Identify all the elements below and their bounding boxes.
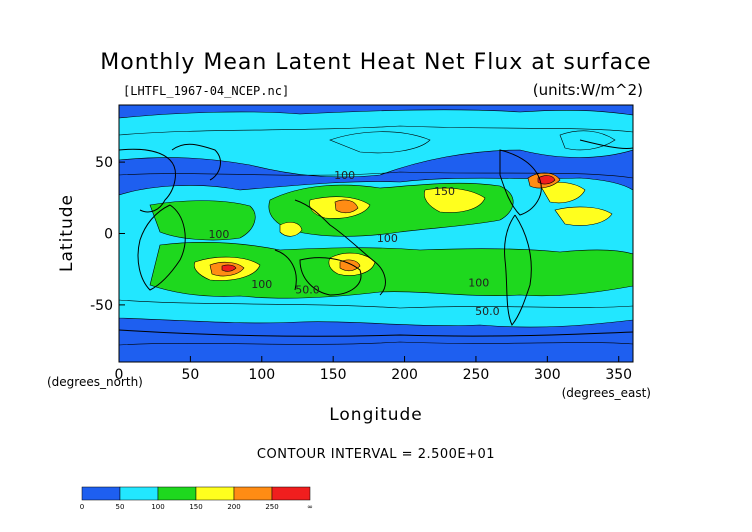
contour-value-label: 100 xyxy=(377,232,398,245)
y-axis-label: Latitude xyxy=(57,194,77,272)
x-units-label: (degrees_east) xyxy=(562,386,651,400)
contour-lines xyxy=(119,125,633,346)
continent-outlines xyxy=(119,139,633,337)
x-axis-label: Longitude xyxy=(329,405,423,425)
contour-labels: 100 150 100 100 100 100 50.0 50.0 xyxy=(208,169,499,318)
band-250-plus xyxy=(221,175,556,272)
x-tick-label: 100 xyxy=(248,367,275,383)
x-tick-label: 350 xyxy=(605,367,632,383)
y-tick-label: 50 xyxy=(95,155,113,171)
x-tick-label: 50 xyxy=(181,367,199,383)
contour-value-label: 100 xyxy=(334,169,355,182)
contour-value-label: 150 xyxy=(434,185,455,198)
colorbar-bin xyxy=(119,486,159,501)
colorbar-bin xyxy=(195,486,235,501)
x-tick-label: 300 xyxy=(534,367,561,383)
contour-interval-label: CONTOUR INTERVAL = 2.500E+01 xyxy=(257,447,495,462)
colorbar-bin xyxy=(81,486,121,501)
source-file-label: [LHTFL_1967-04_NCEP.nc] xyxy=(123,84,289,98)
heatmap-field xyxy=(119,105,633,362)
chart-title: Monthly Mean Latent Heat Net Flux at sur… xyxy=(100,50,651,75)
colorbar-level-label: 200 xyxy=(227,503,240,511)
units-label: (units:W/m^2) xyxy=(533,81,643,99)
y-tick-label: 0 xyxy=(104,227,113,243)
x-axis-ticks: 0 50 100 150 200 250 300 350 xyxy=(115,356,632,383)
contour-value-label: 100 xyxy=(251,278,272,291)
colorbar-bin xyxy=(233,486,273,501)
colorbar-bin xyxy=(157,486,197,501)
x-tick-label: 200 xyxy=(391,367,418,383)
colorbar-level-label: 100 xyxy=(151,503,164,511)
contour-value-label: 100 xyxy=(468,276,489,289)
colorbar-level-label: 250 xyxy=(265,503,278,511)
colorbar-level-label: 0 xyxy=(80,503,84,511)
colorbar-level-label: 150 xyxy=(189,503,202,511)
y-axis-ticks: 50 0 -50 xyxy=(90,155,125,314)
contour-value-label: 50.0 xyxy=(295,283,320,296)
colorbar-bin xyxy=(271,486,311,501)
contour-value-label: 50.0 xyxy=(475,305,500,318)
colorbar-level-label: 50 xyxy=(116,503,125,511)
x-tick-label: 250 xyxy=(463,367,490,383)
colorbar-level-label: ∞ xyxy=(307,503,313,511)
y-units-label: (degrees_north) xyxy=(47,375,143,389)
x-tick-label: 150 xyxy=(320,367,347,383)
colorbar: 0 50 100 150 200 250 ∞ xyxy=(80,486,313,511)
y-tick-label: -50 xyxy=(90,298,113,314)
x-tick-label: 0 xyxy=(115,367,124,383)
contour-value-label: 100 xyxy=(208,228,229,241)
